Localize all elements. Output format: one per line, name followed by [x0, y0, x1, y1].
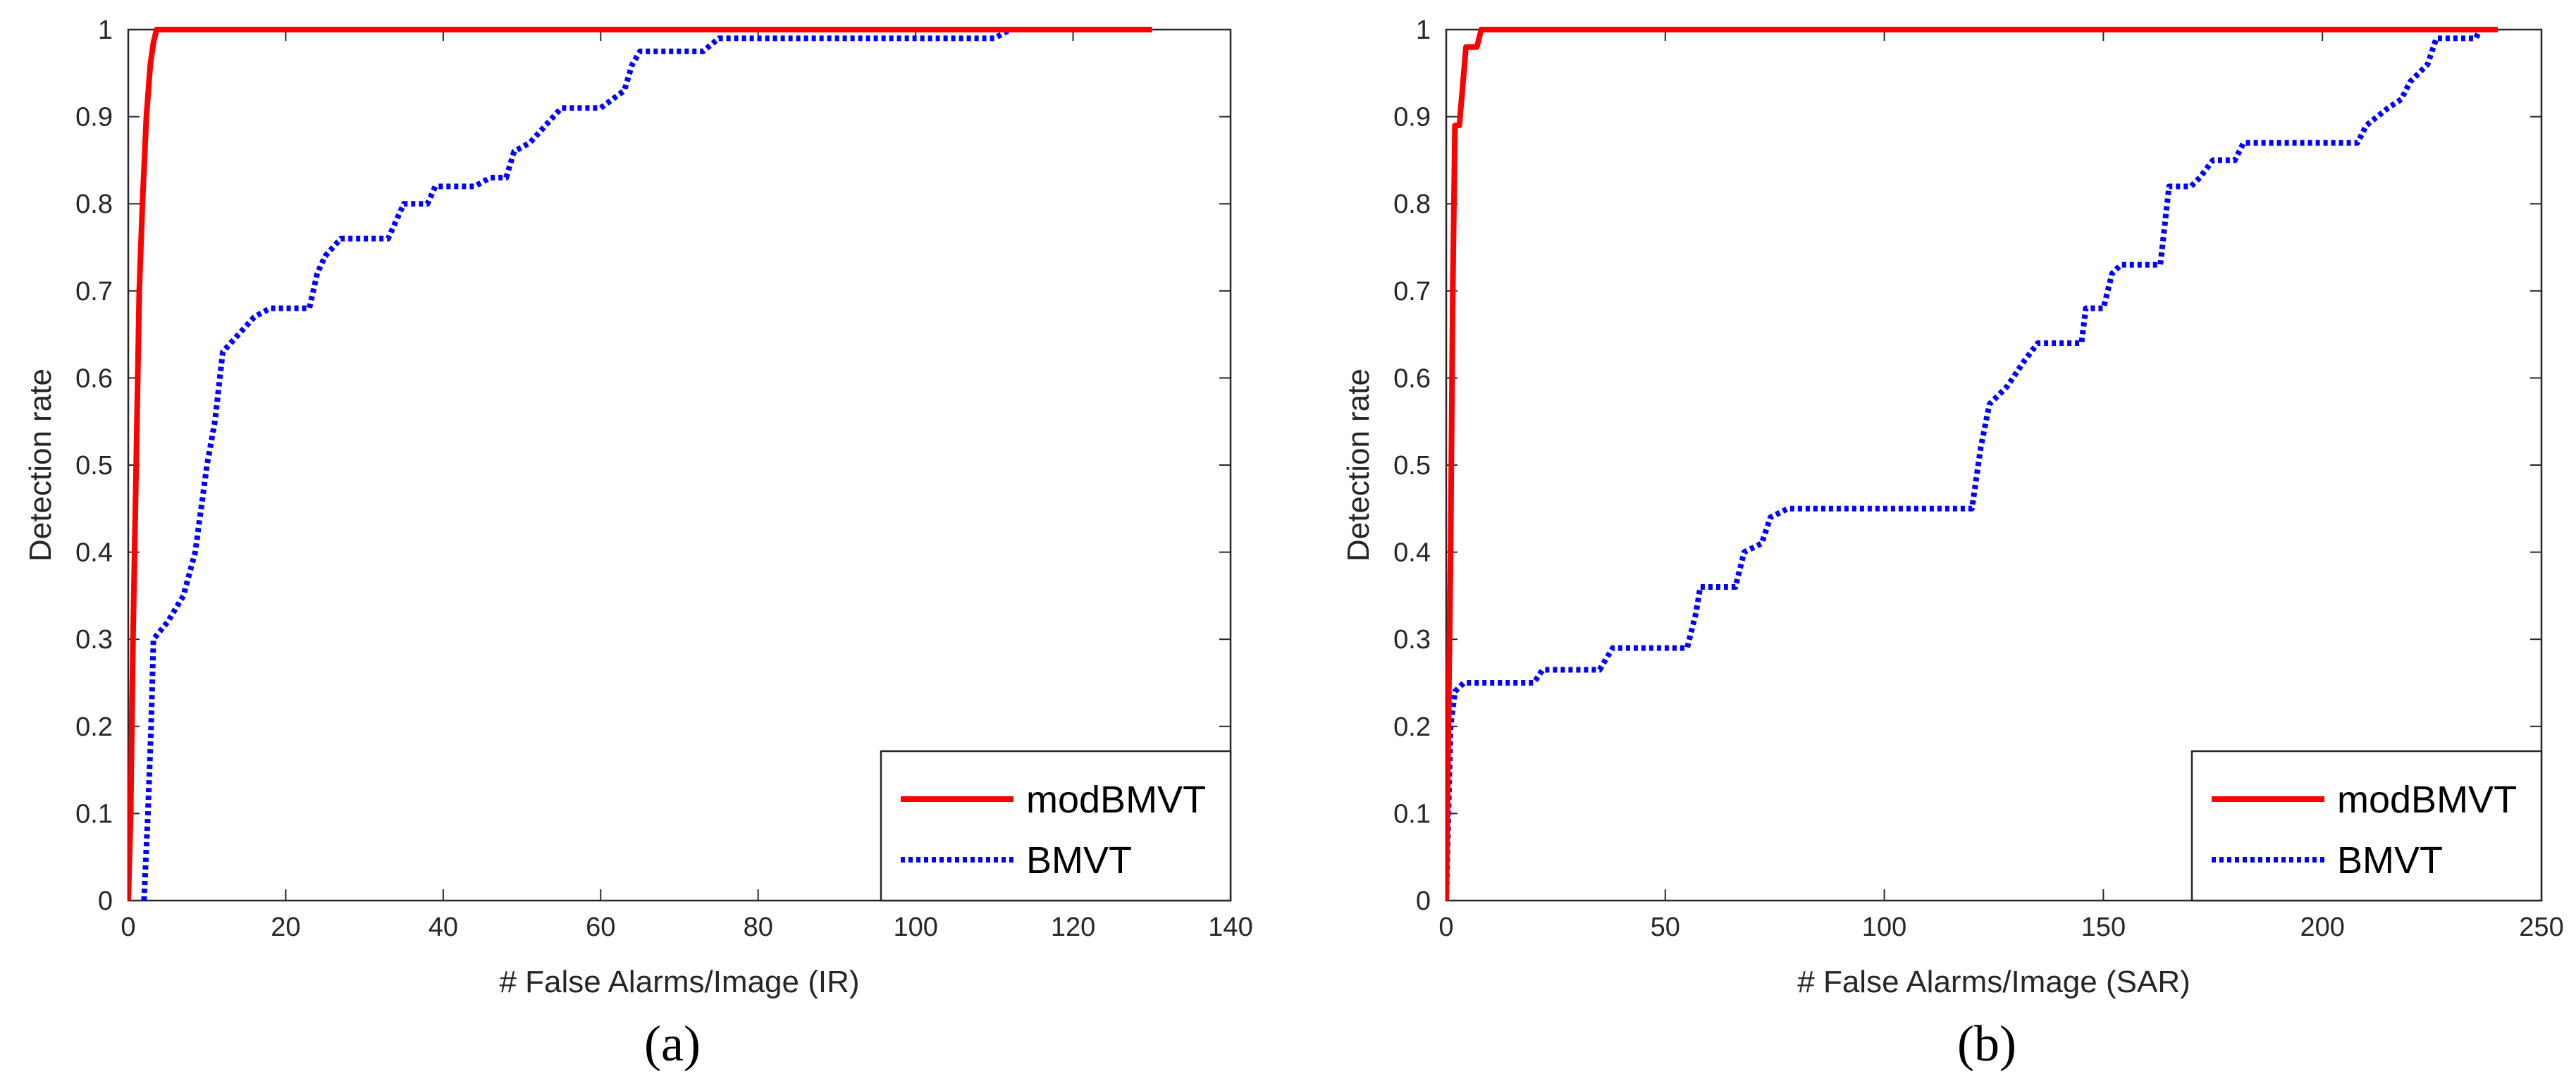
x-axis-label: # False Alarms/Image (SAR)	[1797, 965, 2190, 999]
series-line-bmvt	[1446, 27, 2498, 901]
y-tick-label: 0.5	[75, 451, 113, 481]
y-tick-label: 0.5	[1393, 451, 1431, 481]
y-tick-label: 0.3	[75, 625, 113, 655]
x-tick-label: 200	[2300, 913, 2344, 942]
y-tick-label: 0.1	[1393, 799, 1431, 829]
y-tick-label: 0.2	[1393, 712, 1431, 742]
series-line-bmvt	[141, 27, 1152, 901]
y-tick-label: 0.2	[75, 712, 113, 742]
x-tick-label: 0	[121, 913, 135, 942]
legend-label-bmvt: BMVT	[2337, 839, 2443, 882]
x-tick-label: 60	[586, 913, 615, 942]
legend-box	[2190, 750, 2543, 902]
y-axis-label: Detection rate	[23, 369, 58, 562]
y-tick-label: 0.3	[1393, 625, 1431, 655]
legend-label-modbmvt: modBMVT	[1026, 779, 1206, 821]
y-tick-label: 0.4	[1393, 538, 1431, 568]
y-tick-label: 0.1	[75, 799, 113, 829]
y-tick-label: 0.6	[75, 364, 113, 393]
y-tick-label: 0.6	[1393, 364, 1431, 393]
x-tick-label: 0	[1438, 913, 1453, 942]
x-tick-label: 40	[429, 913, 458, 942]
y-tick-label: 1	[1416, 16, 1431, 45]
x-tick-label: 50	[1651, 913, 1680, 942]
y-tick-label: 0.4	[75, 538, 113, 568]
x-tick-label: 100	[1862, 913, 1906, 942]
x-tick-label: 150	[2081, 913, 2126, 942]
y-tick-label: 0.9	[75, 103, 113, 132]
panel-b: 0 50 100 150 200 250 0 0.1 0.2 0.3 0.4 0.5 0.6 0.7 0.8…	[1341, 16, 2564, 1072]
legend-label-bmvt: BMVT	[1026, 839, 1132, 882]
y-tick-label: 0	[1416, 886, 1431, 916]
x-tick-label: 250	[2519, 913, 2563, 942]
y-axis-label: Detection rate	[1341, 369, 1376, 562]
y-tick-label: 0	[98, 886, 113, 916]
y-tick-label: 0.7	[1393, 277, 1431, 307]
panel-a: 0 20 40 60 80 100 120 140 0 0.1 0.2 0.3 0.4 0.5 0.6 0.7…	[23, 16, 1253, 1072]
x-axis-label: # False Alarms/Image (IR)	[499, 965, 859, 999]
series-line-modbmvt	[1446, 27, 2498, 901]
legend: modBMVT BMVT	[2190, 750, 2543, 902]
x-tick-label: 100	[893, 913, 937, 942]
x-tick-label: 120	[1051, 913, 1095, 942]
legend: modBMVT BMVT	[880, 750, 1232, 902]
legend-label-modbmvt: modBMVT	[2337, 779, 2517, 821]
x-tick-label: 20	[271, 913, 300, 942]
series-line-modbmvt	[128, 27, 1152, 901]
y-tick-label: 0.9	[1393, 103, 1431, 132]
y-tick-label: 1	[98, 16, 113, 45]
x-tick-label: 140	[1208, 913, 1252, 942]
y-tick-label: 0.7	[75, 277, 113, 307]
legend-box	[880, 750, 1232, 902]
y-tick-label: 0.8	[75, 190, 113, 219]
y-tick-label: 0.8	[1393, 190, 1431, 219]
panel-caption: (a)	[644, 1015, 701, 1072]
panel-caption: (b)	[1957, 1015, 2016, 1072]
x-tick-label: 80	[744, 913, 773, 942]
